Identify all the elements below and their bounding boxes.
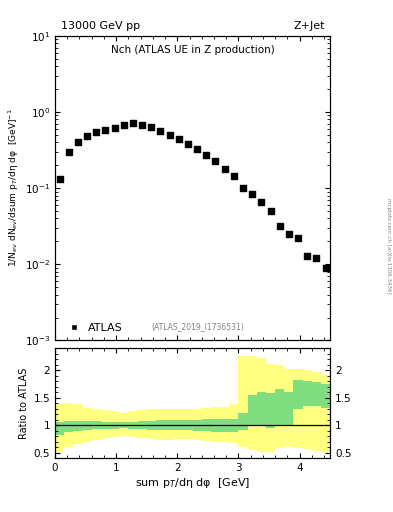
Point	[167, 131, 173, 139]
Text: Nch (ATLAS UE in Z production): Nch (ATLAS UE in Z production)	[111, 45, 274, 55]
Point	[304, 251, 310, 260]
X-axis label: sum p$_T$/dη dφ  [GeV]: sum p$_T$/dη dφ [GeV]	[135, 476, 250, 490]
Point	[75, 138, 81, 146]
Point	[84, 132, 90, 140]
Point	[267, 207, 274, 215]
Text: Z+Jet: Z+Jet	[293, 22, 325, 31]
Point	[258, 198, 264, 206]
Point	[93, 129, 99, 137]
Point	[148, 123, 154, 132]
Point	[295, 234, 301, 242]
Legend: ATLAS: ATLAS	[61, 321, 125, 335]
Point	[322, 264, 329, 272]
Y-axis label: 1/N$_{ev}$ dN$_{ev}$/dsum p$_T$/dη dφ  [GeV]$^{-1}$: 1/N$_{ev}$ dN$_{ev}$/dsum p$_T$/dη dφ [G…	[6, 109, 20, 267]
Point	[102, 126, 108, 134]
Point	[249, 189, 255, 198]
Point	[286, 230, 292, 238]
Text: (ATLAS_2019_I1736531): (ATLAS_2019_I1736531)	[152, 323, 244, 331]
Point	[203, 151, 209, 159]
Point	[185, 140, 191, 148]
Text: mcplots.cern.ch [arXiv:1306.3436]: mcplots.cern.ch [arXiv:1306.3436]	[386, 198, 391, 293]
Point	[194, 144, 200, 153]
Point	[277, 222, 283, 230]
Point	[222, 165, 228, 173]
Point	[66, 148, 72, 156]
Point	[139, 121, 145, 129]
Point	[112, 124, 118, 132]
Point	[121, 121, 127, 129]
Point	[57, 176, 63, 184]
Point	[176, 135, 182, 143]
Text: 13000 GeV pp: 13000 GeV pp	[61, 22, 140, 31]
Point	[157, 126, 163, 135]
Point	[313, 254, 320, 262]
Point	[212, 157, 219, 165]
Point	[130, 119, 136, 127]
Point	[240, 184, 246, 192]
Point	[231, 172, 237, 180]
Y-axis label: Ratio to ATLAS: Ratio to ATLAS	[19, 368, 29, 439]
